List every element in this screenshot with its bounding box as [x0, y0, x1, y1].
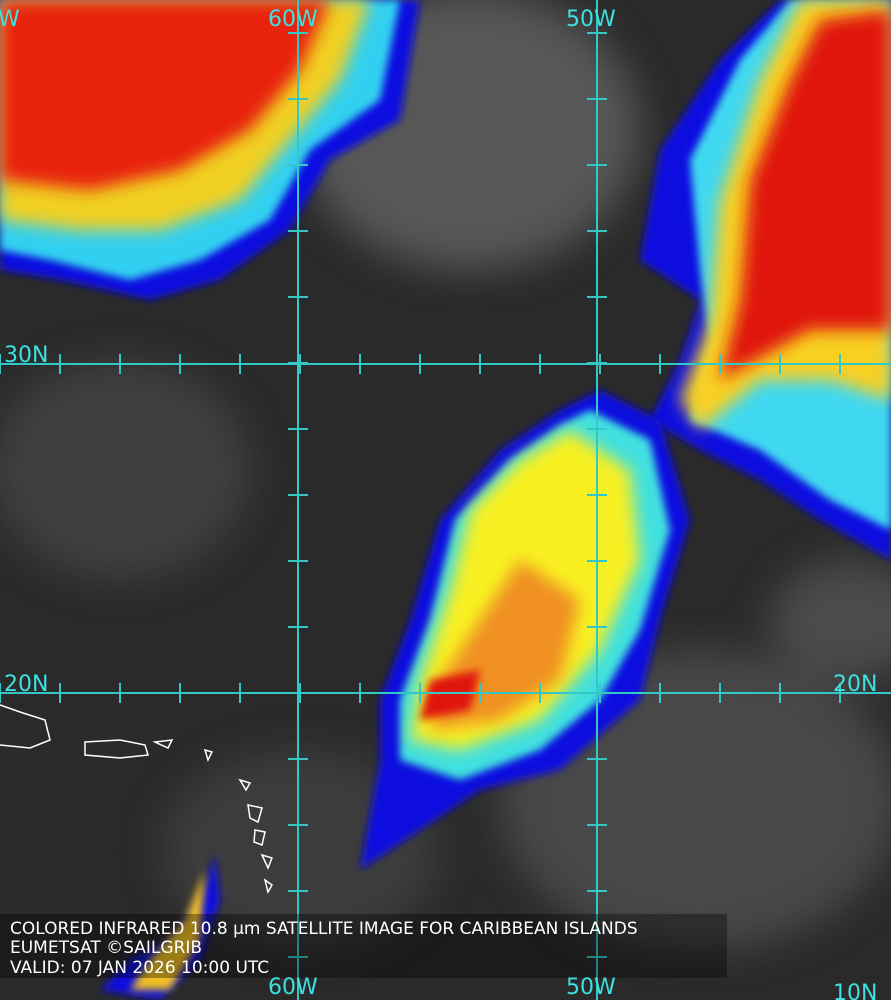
caption-background [0, 914, 727, 978]
caption-line: VALID: 07 JAN 2026 10:00 UTC [10, 958, 269, 978]
lon-label: 50W [566, 975, 616, 1000]
coastlines [0, 704, 274, 894]
cloud-top-right [640, 0, 891, 560]
grid-labels: W 60W 50W 30N 20N 20N 10N 60W 50W [0, 7, 877, 1000]
lat-label: 10N [833, 981, 877, 1000]
lon-label: 60W [268, 7, 318, 32]
lon-label: 60W [268, 975, 318, 1000]
caption: COLORED INFRARED 10.8 µm SATELLITE IMAGE… [10, 919, 638, 978]
lon-label: 50W [566, 7, 616, 32]
caption-line: EUMETSAT ©SAILGRIB [10, 938, 202, 958]
lat-label: 30N [4, 343, 48, 368]
lat-label: 20N [4, 672, 48, 697]
lat-label: 20N [833, 672, 877, 697]
lon-label: W [0, 7, 20, 32]
caption-line: COLORED INFRARED 10.8 µm SATELLITE IMAGE… [10, 919, 638, 939]
cloud-central [360, 390, 690, 870]
tick-marks [0, 32, 841, 958]
cloud-bottom-left [100, 855, 220, 1000]
cloud-top-left [0, 0, 420, 300]
